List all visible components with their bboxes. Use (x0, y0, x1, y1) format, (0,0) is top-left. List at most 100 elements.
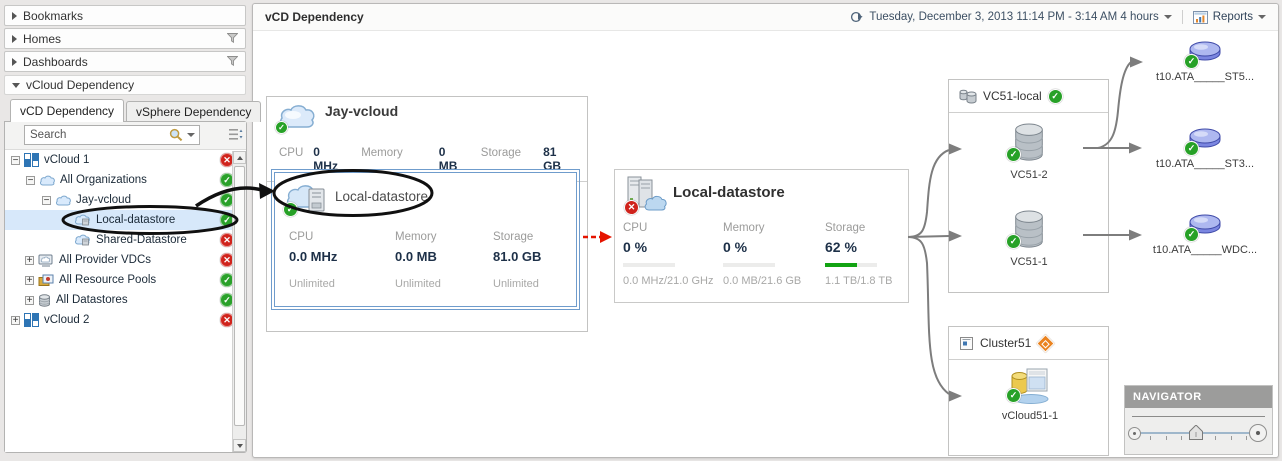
collapsed-arrow-icon (12, 11, 17, 20)
resource-pool-icon (38, 274, 54, 287)
physical-disk-icon: ✓ (1184, 125, 1223, 156)
datastore-cylinder-icon (38, 293, 51, 307)
panel-header: vCD Dependency Tuesday, December 3, 2013… (253, 4, 1278, 31)
tab-vcd-dependency[interactable]: vCD Dependency (10, 99, 125, 122)
zoom-slider-handle[interactable] (1189, 425, 1203, 440)
sidebar-section-bookmarks[interactable]: Bookmarks (4, 5, 246, 26)
expand-toggle[interactable]: + (11, 314, 20, 326)
cluster51-panel: Cluster51 ✓ vCloud51-1 (948, 326, 1109, 456)
tab-vsphere-dependency[interactable]: vSphere Dependency (126, 101, 262, 122)
sidebar-section-homes[interactable]: Homes (4, 28, 246, 49)
metric-detail: 1.1 TB/1.8 TB (825, 275, 893, 287)
tree-item-jay-vcloud[interactable]: − Jay-vcloud ✓ (5, 190, 234, 210)
tree-item-all-provider-vdcs[interactable]: + All Provider VDCs ✕ (5, 250, 234, 270)
node-disk-st5[interactable]: ✓ t10.ATA_____ST5... (1149, 38, 1261, 83)
datastore-stack-icon (959, 88, 977, 104)
local-datastore-selected-card[interactable]: ✓ Local-datastore CPU 0.0 MHz Unlimited … (271, 169, 580, 310)
tab-label: vSphere Dependency (136, 105, 252, 119)
database-icon: ✓ (1006, 122, 1048, 164)
slider-tick (1181, 436, 1182, 440)
tree-item-label: Shared-Datastore (96, 234, 187, 246)
datastore-cloud-icon: ✓ (283, 179, 331, 217)
local-datastore-card[interactable]: ✕ Local-datastore CPU 0 % 0.0 MHz/21.0 G… (614, 169, 909, 303)
metric-value: 81.0 GB (493, 249, 542, 264)
search-input[interactable] (25, 129, 169, 141)
cloud-datastore-icon (74, 214, 91, 226)
panel-title: Cluster51 (980, 336, 1032, 350)
status-ok-badge: ✓ (1006, 234, 1021, 249)
reports-button[interactable]: Reports (1192, 10, 1266, 24)
tree-item-vcloud-1[interactable]: − vCloud 1 ✕ (5, 150, 234, 170)
vcloud-grid-icon (24, 153, 39, 167)
collapse-toggle[interactable]: − (26, 174, 35, 186)
search-button[interactable] (169, 128, 199, 142)
tree-item-all-datastores[interactable]: + All Datastores ✓ (5, 290, 234, 310)
section-label: Dashboards (23, 54, 88, 69)
page-title: vCD Dependency (265, 10, 364, 24)
tree-item-local-datastore[interactable]: Local-datastore ✓ (5, 210, 234, 230)
metric-column-memory: Memory 0 % 0.0 MB/21.6 GB (723, 222, 801, 287)
metric-label: Storage (825, 222, 866, 234)
node-disk-st3[interactable]: ✓ t10.ATA_____ST3... (1149, 125, 1261, 170)
expand-toggle[interactable]: + (25, 254, 34, 266)
zoom-out-button[interactable] (1128, 427, 1141, 440)
slider-tick (1166, 436, 1167, 440)
usage-bar (623, 263, 675, 267)
sidebar-section-dashboards[interactable]: Dashboards (4, 51, 246, 72)
filter-icon[interactable] (227, 56, 238, 67)
vcloud-grid-icon (24, 313, 39, 327)
scroll-up-button[interactable] (233, 151, 246, 164)
vcloud-org-title: Jay-vcloud (325, 103, 399, 119)
slider-tick (1231, 436, 1232, 440)
expand-toggle[interactable]: + (25, 274, 34, 286)
time-range-control[interactable]: Tuesday, December 3, 2013 11:14 PM - 3:1… (850, 11, 1172, 23)
node-label: t10.ATA_____WDC... (1152, 244, 1258, 256)
list-sort-icon[interactable] (229, 128, 243, 141)
metric-value: 0.0 MB (395, 249, 437, 264)
filter-icon[interactable] (227, 33, 238, 44)
time-range-icon (851, 11, 863, 23)
node-disk-wdc[interactable]: ✓ t10.ATA_____WDC... (1149, 211, 1261, 256)
scroll-thumb[interactable] (234, 166, 245, 426)
tree-scrollbar[interactable] (232, 151, 246, 452)
vcd-dependency-panel: vCD Dependency Tuesday, December 3, 2013… (252, 3, 1279, 458)
metric-label: CPU (289, 231, 314, 243)
node-label: VC51-2 (1010, 169, 1048, 181)
tree-item-all-organizations[interactable]: − All Organizations ✓ (5, 170, 234, 190)
metric-value: 0 MB (438, 145, 458, 173)
database-icon: ✓ (1006, 209, 1048, 251)
status-ok-icon: ✓ (220, 173, 234, 187)
status-ok-icon: ✓ (220, 293, 234, 307)
sidebar-section-vcloud-dependency[interactable]: vCloud Dependency (4, 75, 246, 95)
node-vcloud51-1[interactable]: ✓ vCloud51-1 (987, 367, 1073, 422)
tree-item-label: All Provider VDCs (59, 254, 152, 266)
collapse-toggle[interactable]: − (11, 154, 20, 166)
expand-toggle[interactable]: + (25, 294, 34, 306)
scroll-down-button[interactable] (233, 439, 246, 452)
datastore-servers-icon: ✕ (624, 176, 667, 215)
time-range-caret-icon (1163, 15, 1172, 19)
collapse-toggle[interactable]: − (42, 194, 51, 206)
zoom-in-button[interactable] (1249, 424, 1267, 442)
navigator-header: NAVIGATOR (1125, 386, 1272, 408)
vc51-local-header[interactable]: VC51-local ✓ (949, 80, 1108, 112)
node-vc51-1[interactable]: ✓ VC51-1 (989, 209, 1069, 268)
tree-item-shared-datastore[interactable]: Shared-Datastore ✕ (5, 230, 234, 250)
search-input-box (24, 125, 200, 145)
metric-label: Memory (723, 222, 765, 234)
tree-item-all-resource-pools[interactable]: + All Resource Pools ✓ (5, 270, 234, 290)
jay-vcloud-node[interactable]: ✓ Jay-vcloud (267, 97, 587, 167)
status-ok-badge: ✓ (1006, 147, 1021, 162)
cluster51-header[interactable]: Cluster51 (949, 327, 1108, 359)
metric-value: 0.0 MHz (289, 249, 338, 264)
metric-column-memory: Memory 0.0 MB Unlimited (395, 231, 441, 290)
status-ok-badge: ✓ (1184, 54, 1199, 69)
vc51-local-panel: VC51-local ✓ ✓ VC51-2 (948, 79, 1109, 293)
jay-vcloud-group-box: ✓ Jay-vcloud CPU 0 MHz Memory 0 MB Stora… (266, 96, 588, 332)
tree-item-vcloud-2[interactable]: + vCloud 2 ✕ (5, 310, 234, 330)
node-vc51-2[interactable]: ✓ VC51-2 (989, 122, 1069, 181)
collapsed-arrow-icon (12, 57, 17, 66)
tree-item-label: Local-datastore (96, 214, 176, 226)
search-options-caret-icon[interactable] (187, 133, 195, 137)
